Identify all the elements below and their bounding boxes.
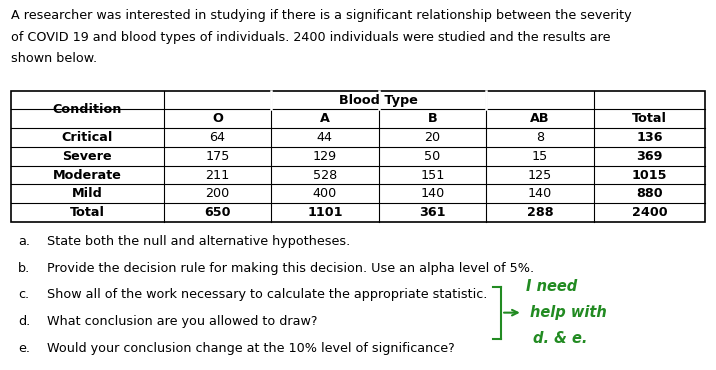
Text: B: B: [427, 112, 437, 125]
Text: 125: 125: [528, 169, 552, 182]
Text: 1015: 1015: [632, 169, 667, 182]
Text: What conclusion are you allowed to draw?: What conclusion are you allowed to draw?: [47, 315, 317, 328]
Text: Condition: Condition: [52, 103, 122, 116]
Text: c.: c.: [18, 288, 29, 301]
Text: 8: 8: [536, 131, 544, 144]
Text: of COVID 19 and blood types of individuals. 2400 individuals were studied and th: of COVID 19 and blood types of individua…: [11, 31, 610, 44]
Text: Blood Type: Blood Type: [339, 94, 418, 107]
Text: 880: 880: [636, 187, 663, 200]
Text: d.: d.: [18, 315, 30, 328]
Text: State both the null and alternative hypotheses.: State both the null and alternative hypo…: [47, 235, 350, 248]
Text: 64: 64: [210, 131, 226, 144]
Text: 50: 50: [425, 150, 440, 163]
Text: Total: Total: [632, 112, 667, 125]
Text: Mild: Mild: [72, 187, 102, 200]
Text: 650: 650: [204, 206, 231, 219]
Text: shown below.: shown below.: [11, 52, 97, 65]
Text: 288: 288: [526, 206, 553, 219]
Text: Critical: Critical: [62, 131, 113, 144]
Text: Show all of the work necessary to calculate the appropriate statistic.: Show all of the work necessary to calcul…: [47, 288, 487, 301]
Text: 140: 140: [528, 187, 552, 200]
Text: A researcher was interested in studying if there is a significant relationship b: A researcher was interested in studying …: [11, 9, 632, 22]
Text: 129: 129: [313, 150, 337, 163]
Text: e.: e.: [18, 342, 30, 354]
Text: Would your conclusion change at the 10% level of significance?: Would your conclusion change at the 10% …: [47, 342, 454, 354]
Bar: [11, 91, 705, 222]
Text: O: O: [212, 112, 223, 125]
Text: 151: 151: [420, 169, 445, 182]
Text: Total: Total: [69, 206, 105, 219]
Text: 528: 528: [313, 169, 337, 182]
Text: a.: a.: [18, 235, 30, 248]
Text: 175: 175: [205, 150, 230, 163]
Text: 211: 211: [205, 169, 230, 182]
Text: 2400: 2400: [632, 206, 667, 219]
Text: 200: 200: [205, 187, 230, 200]
Text: Provide the decision rule for making this decision. Use an alpha level of 5%.: Provide the decision rule for making thi…: [47, 262, 533, 275]
Text: 361: 361: [419, 206, 445, 219]
Text: I need: I need: [526, 279, 578, 295]
Text: 15: 15: [532, 150, 548, 163]
Text: AB: AB: [530, 112, 550, 125]
Text: 136: 136: [637, 131, 663, 144]
Text: 369: 369: [637, 150, 663, 163]
Text: b.: b.: [18, 262, 30, 275]
Text: Moderate: Moderate: [53, 169, 122, 182]
Text: 400: 400: [313, 187, 337, 200]
Text: d. & e.: d. & e.: [533, 331, 588, 346]
Text: help with: help with: [530, 305, 606, 320]
Text: A: A: [320, 112, 330, 125]
Text: 1101: 1101: [307, 206, 343, 219]
Text: Severe: Severe: [62, 150, 112, 163]
Text: 44: 44: [317, 131, 333, 144]
Text: 140: 140: [420, 187, 445, 200]
Text: 20: 20: [425, 131, 440, 144]
